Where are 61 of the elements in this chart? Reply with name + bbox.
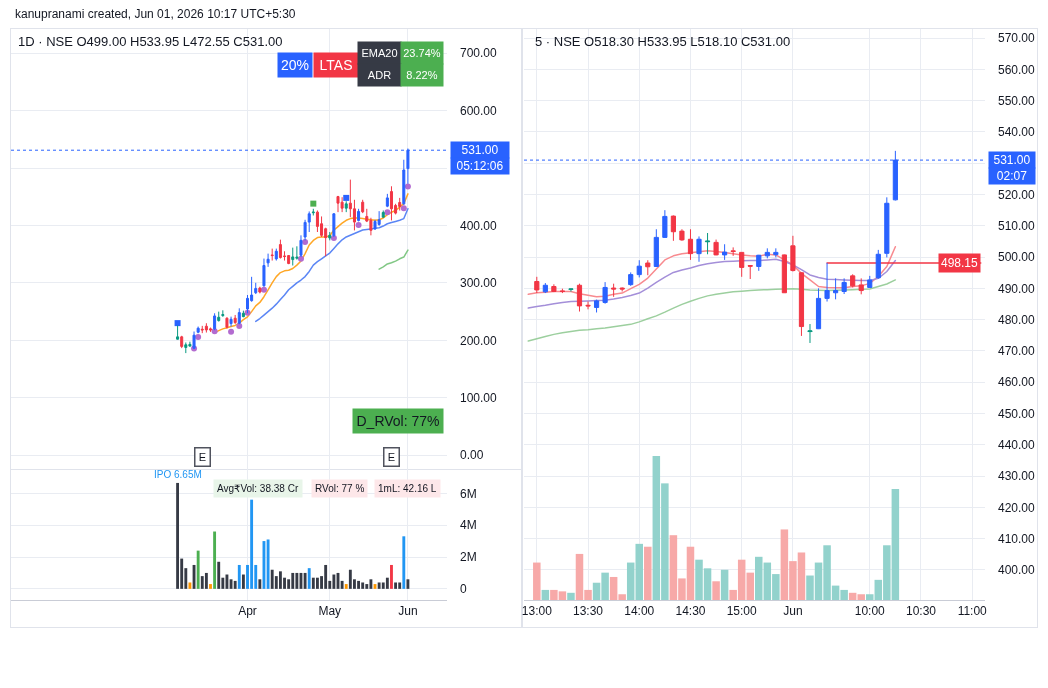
y-tick-label: 400.00 (460, 218, 498, 233)
annotation: E (198, 451, 207, 463)
x-tick-label: Jun (783, 604, 803, 619)
y-tick-label: 450.00 (998, 406, 1036, 421)
y-tick-label: 4M (460, 518, 477, 533)
y-tick-label: 550.00 (998, 93, 1036, 108)
annotation: E (387, 451, 396, 463)
y-tick-label: 470.00 (998, 344, 1036, 359)
x-tick-label: 11:00 (957, 604, 988, 619)
x-tick-label: May (318, 604, 342, 619)
y-tick-label: 2M (460, 550, 477, 565)
y-tick-label: 600.00 (460, 103, 498, 118)
x-tick-label: Apr (238, 604, 257, 619)
annotation: LTAS (319, 57, 353, 73)
y-tick-label: 560.00 (998, 62, 1036, 77)
y-tick-label: 480.00 (998, 312, 1036, 327)
y-tick-label: 540.00 (998, 125, 1036, 140)
text: kanupranami created, Jun 01, 2026 10:17 UTC+5:30 (15, 7, 296, 21)
x-tick-label: 10:00 (854, 604, 886, 619)
annotation: 20% (280, 57, 310, 73)
annotation: 8.22% (406, 69, 438, 81)
x-tick-label: 14:30 (675, 604, 706, 619)
y-tick-label: 490.00 (998, 281, 1036, 296)
y-tick-label: 300.00 (460, 276, 498, 291)
y-tick-label: 700.00 (460, 46, 498, 61)
annotation: EMA20 (361, 47, 398, 59)
text: 02:07 (996, 169, 1028, 183)
y-tick-label: 400.00 (998, 563, 1036, 578)
x-tick-label: 15:00 (726, 604, 758, 619)
y-tick-label: 0 (460, 582, 467, 597)
y-tick-label: 520.00 (998, 187, 1036, 202)
y-tick-label: 510.00 (998, 219, 1036, 233)
annotation: 23.74% (403, 47, 441, 59)
ref-line-label: 531.00 (993, 153, 1031, 167)
y-tick-label: 440.00 (998, 438, 1036, 453)
y-tick-label: 410.00 (998, 531, 1036, 546)
chart-title: 5 · NSE O518.30 H533.95 L518.10 C531.00 (535, 33, 791, 49)
text: 05:12:06 (456, 159, 504, 173)
x-tick-label: 13:30 (573, 604, 604, 619)
annotation: D_RVol: 77% (356, 413, 440, 429)
annotation: Avg₹Vol: 38.38 Cr (217, 483, 299, 494)
annotation: 1mL: 42.16 L (378, 483, 437, 494)
annotation: ADR (367, 69, 392, 81)
y-tick-label: 200.00 (460, 333, 498, 348)
y-tick-label: 430.00 (998, 469, 1036, 484)
x-tick-label: 13:00 (521, 604, 553, 619)
y-tick-label: 6M (460, 486, 477, 501)
x-tick-label: 14:00 (624, 604, 655, 619)
data-label: 498.15 (941, 256, 979, 270)
y-tick-label: 0.00 (460, 448, 484, 463)
x-tick-label: 10:30 (905, 604, 937, 619)
data-label: IPO 6.65M (154, 469, 202, 480)
ref-line-label: 531.00 (461, 143, 499, 157)
annotation: RVol: 77 % (315, 483, 365, 494)
y-tick-label: 460.00 (998, 375, 1036, 390)
y-tick-label: 570.00 (998, 31, 1036, 46)
y-tick-label: 420.00 (998, 500, 1036, 515)
y-tick-label: 500.00 (998, 250, 1036, 265)
y-tick-label: 100.00 (460, 390, 498, 405)
x-tick-label: Jun (398, 604, 418, 619)
chart-title: 1D · NSE O499.00 H533.95 L472.55 C531.00 (18, 33, 283, 49)
